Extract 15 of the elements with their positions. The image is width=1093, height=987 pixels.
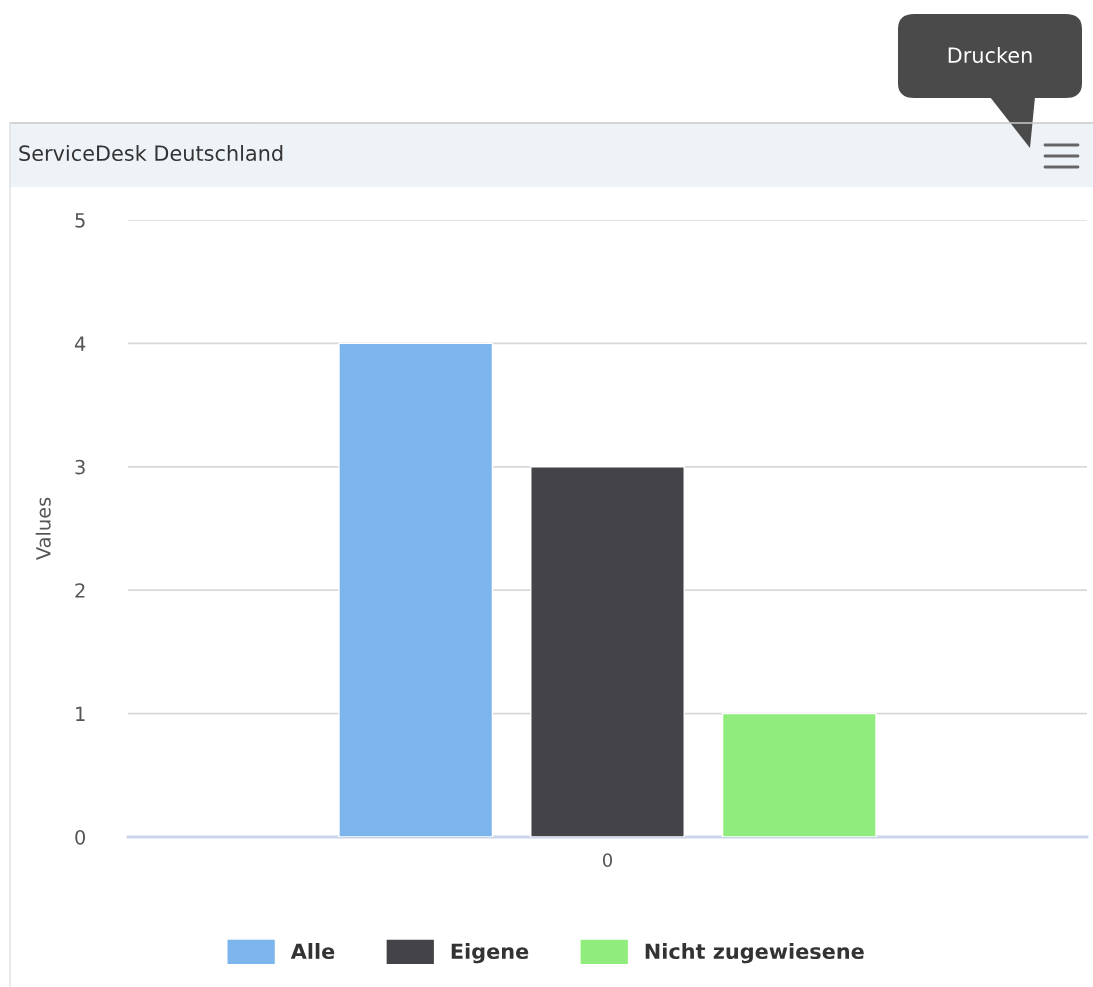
y-tick-label: 0 [75, 829, 86, 845]
chart-title: ServiceDesk Deutschland [19, 144, 283, 162]
bar [530, 466, 685, 837]
y-tick-label: 4 [74, 336, 86, 351]
bar [721, 712, 877, 837]
y-axis-title: Values [35, 497, 51, 561]
y-tick-label: 2 [75, 583, 85, 598]
text: Drucken [948, 46, 1032, 64]
y-tick-label: 3 [75, 459, 85, 475]
legend-label: Nicht zugewiesene [645, 942, 864, 964]
bar [338, 342, 494, 837]
y-tick-label: 5 [75, 213, 85, 228]
y-tick-label: 1 [76, 706, 85, 721]
legend-label: Eigene [451, 942, 529, 964]
legend-label: Alle [290, 942, 335, 960]
